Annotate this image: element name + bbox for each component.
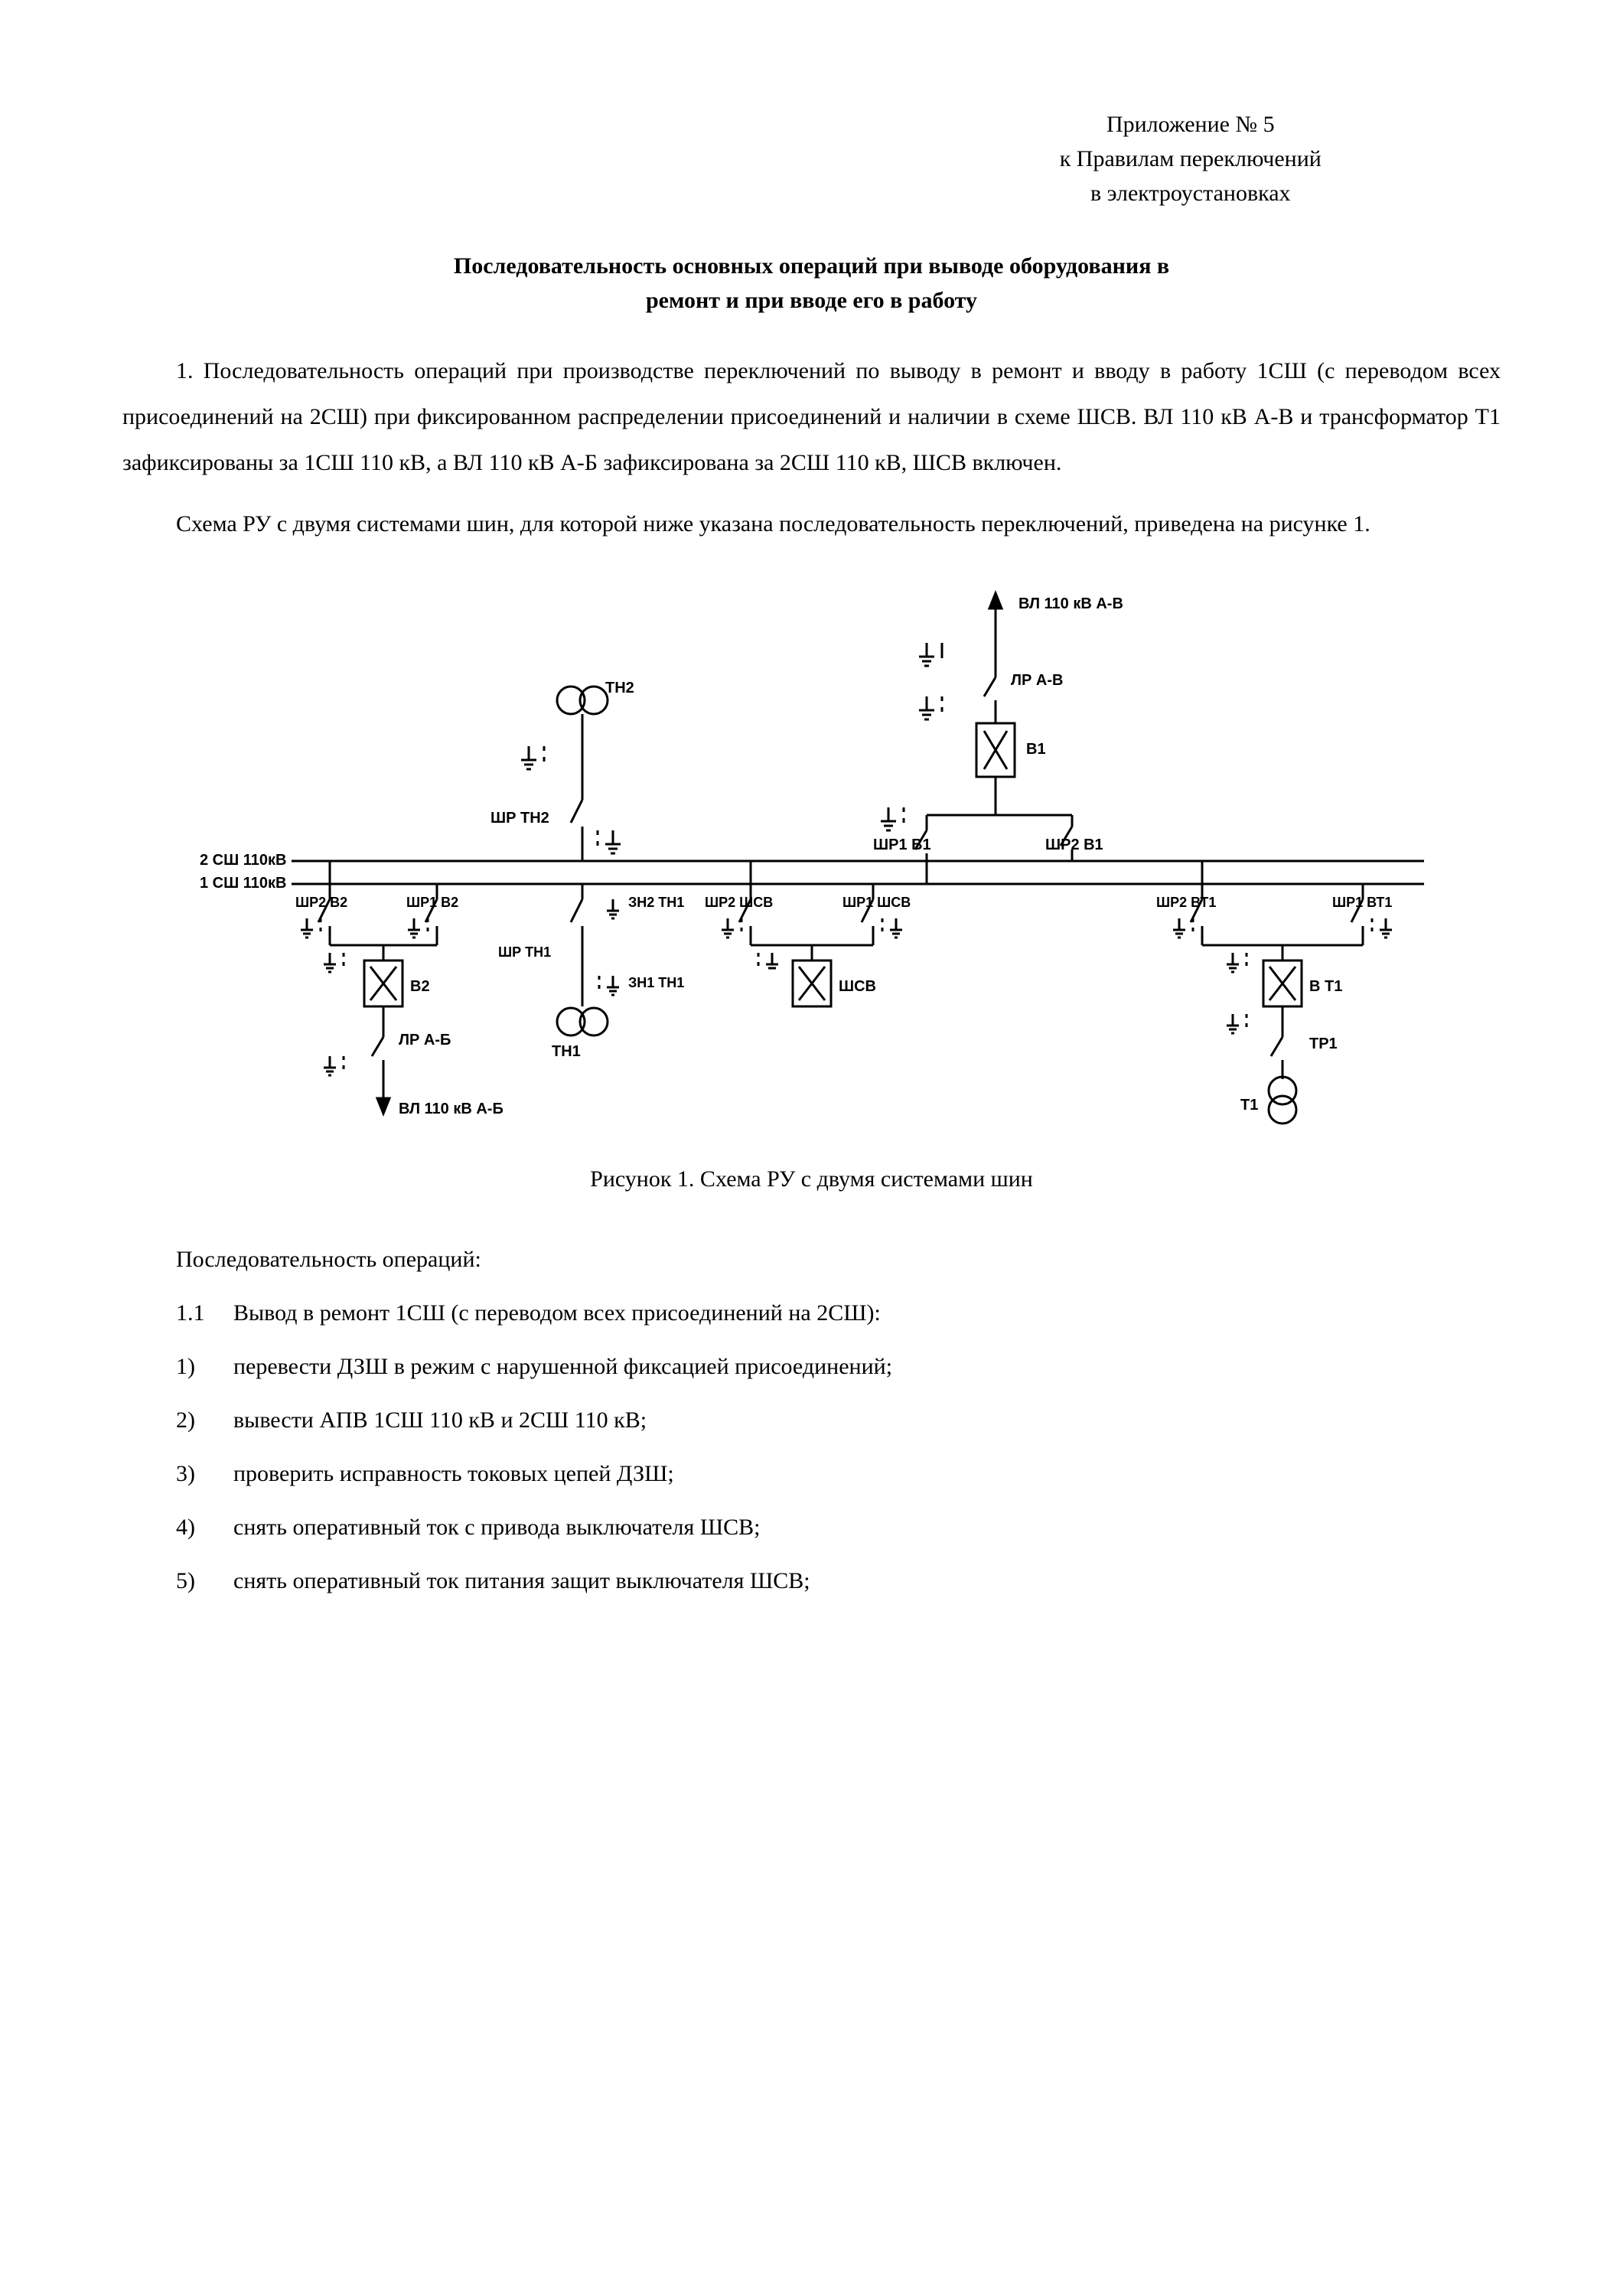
b1-label: В1 [1026, 741, 1046, 758]
lr-ab-label: ЛР А-Б [399, 1032, 451, 1049]
ops-item: 5)снять оперативный ток питания защит вы… [176, 1564, 1501, 1598]
bus2-label: 2 СШ 110кВ [200, 852, 287, 869]
shr2-shsv-label: ШР2 ШСВ [705, 895, 773, 910]
ops-item-num: 1.1 [176, 1296, 233, 1330]
vl-ab-label: ВЛ 110 кВ А-Б [399, 1101, 504, 1117]
ops-item-text: перевести ДЗШ в режим с нарушенной фикса… [233, 1349, 892, 1384]
ops-item: 1.1Вывод в ремонт 1СШ (с переводом всех … [176, 1296, 1501, 1330]
ops-list: 1.1Вывод в ремонт 1СШ (с переводом всех … [122, 1296, 1501, 1598]
ops-item-num: 2) [176, 1403, 233, 1437]
appendix-header: Приложение № 5 к Правилам переключений в… [881, 107, 1501, 210]
ops-heading: Последовательность операций: [176, 1242, 1501, 1277]
figure-caption: Рисунок 1. Схема РУ с двумя системами ши… [122, 1162, 1501, 1196]
ops-item-num: 4) [176, 1510, 233, 1544]
ops-item-num: 5) [176, 1564, 233, 1598]
t1-label: Т1 [1240, 1097, 1258, 1114]
ops-item-text: Вывод в ремонт 1СШ (с переводом всех при… [233, 1296, 881, 1330]
appendix-line1: Приложение № 5 [881, 107, 1501, 142]
title-line1: Последовательность основных операций при… [122, 249, 1501, 283]
lr-av-label: ЛР А-В [1011, 672, 1063, 689]
ops-item: 3)проверить исправность токовых цепей ДЗ… [176, 1456, 1501, 1491]
appendix-line3: в электроустановках [881, 176, 1501, 210]
main-title: Последовательность основных операций при… [122, 249, 1501, 318]
zn1-tn1-label: ЗН1 ТН1 [628, 975, 684, 990]
title-line2: ремонт и при вводе его в работу [122, 283, 1501, 318]
tr1-label: ТР1 [1309, 1035, 1338, 1052]
paragraph-2: Схема РУ с двумя системами шин, для кото… [122, 501, 1501, 547]
ops-item-text: снять оперативный ток с привода выключат… [233, 1510, 760, 1544]
ops-item-text: снять оперативный ток питания защит выкл… [233, 1564, 810, 1598]
vl-av-label: ВЛ 110 кВ А-В [1018, 595, 1123, 612]
tn2-label: ТН2 [605, 680, 634, 696]
shr2-b1-label: ШР2 В1 [1045, 837, 1103, 853]
shr2-bt1-label: ШР2 ВТ1 [1156, 895, 1216, 910]
shsv-label: ШСВ [839, 978, 876, 995]
shr1-bt1-label: ШР1 ВТ1 [1332, 895, 1392, 910]
shr-tn1-label: ШР ТН1 [498, 944, 551, 960]
b2-label: В2 [410, 978, 430, 995]
ops-item: 2)вывести АПВ 1СШ 110 кВ и 2СШ 110 кВ; [176, 1403, 1501, 1437]
bt1-label: В Т1 [1309, 978, 1342, 995]
shr1-b2-label: ШР1 В2 [406, 895, 458, 910]
ops-item-text: проверить исправность токовых цепей ДЗШ; [233, 1456, 674, 1491]
ops-item-num: 3) [176, 1456, 233, 1491]
switchgear-diagram: 2 СШ 110кВ 1 СШ 110кВ ВЛ 110 кВ А-В ЛР А… [169, 578, 1455, 1129]
ops-item: 4)снять оперативный ток с привода выключ… [176, 1510, 1501, 1544]
shr2-b2-label: ШР2 В2 [295, 895, 347, 910]
ops-item: 1)перевести ДЗШ в режим с нарушенной фик… [176, 1349, 1501, 1384]
ops-item-num: 1) [176, 1349, 233, 1384]
tn1-label: ТН1 [552, 1043, 581, 1060]
figure-1: 2 СШ 110кВ 1 СШ 110кВ ВЛ 110 кВ А-В ЛР А… [122, 578, 1501, 1139]
ops-item-text: вывести АПВ 1СШ 110 кВ и 2СШ 110 кВ; [233, 1403, 647, 1437]
shr1-shsv-label: ШР1 ШСВ [842, 895, 911, 910]
appendix-line2: к Правилам переключений [881, 142, 1501, 176]
paragraph-1: 1. Последовательность операций при произ… [122, 348, 1501, 486]
bus1-label: 1 СШ 110кВ [200, 875, 287, 892]
zn2-tn1-label: ЗН2 ТН1 [628, 895, 684, 910]
shr1-b1-label: ШР1 В1 [873, 837, 931, 853]
shr-tn2-label: ШР ТН2 [490, 810, 549, 827]
